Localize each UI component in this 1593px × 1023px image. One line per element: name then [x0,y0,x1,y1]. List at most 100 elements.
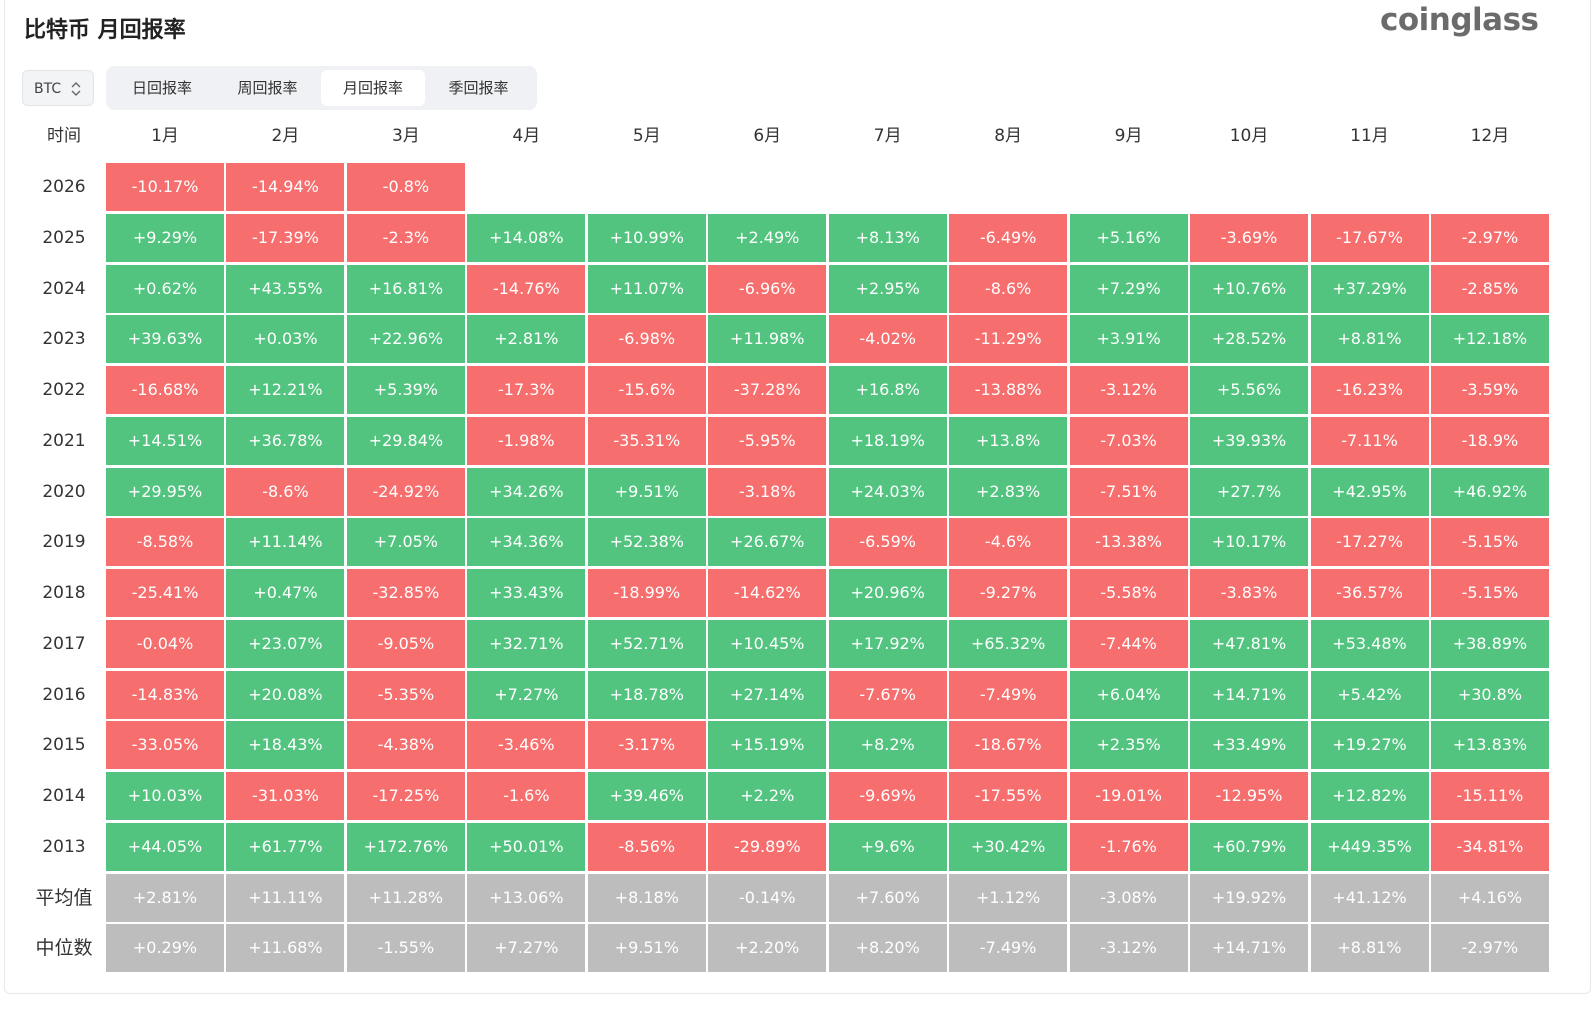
return-cell: +5.16% [1069,213,1188,262]
coin-select[interactable]: BTC [22,70,94,106]
return-cell: +37.29% [1310,264,1429,313]
return-cell: +7.29% [1069,264,1188,313]
column-header: 12月 [1470,126,1510,146]
return-cell: +2.81% [467,315,586,364]
year-label: 2024 [42,278,86,299]
return-cell: +2.95% [828,264,947,313]
summary-cell: -2.97% [1430,924,1549,973]
return-cell: -29.89% [708,822,827,871]
return-cell: +12.82% [1310,772,1429,820]
year-label: 2022 [42,380,86,400]
return-cell: +11.98% [708,315,827,364]
return-cell: -17.3% [467,366,586,414]
column-header: 8月 [994,126,1023,146]
return-cell: -32.85% [346,569,465,617]
year-label: 2015 [42,735,86,756]
year-label: 2020 [42,481,86,502]
return-cell: -7.51% [1069,467,1188,516]
column-header: 11月 [1350,126,1389,146]
summary-cell: +8.81% [1310,924,1429,973]
column-header: 2月 [271,126,300,146]
return-cell: +5.56% [1190,366,1309,414]
return-cell: +34.26% [467,467,586,516]
summary-cell: +2.81% [106,873,224,922]
return-cell: +13.8% [949,416,1068,465]
summary-cell: +1.12% [949,873,1068,922]
return-cell: +29.95% [106,467,224,516]
summary-cell: +13.06% [467,873,586,922]
return-cell: +22.96% [346,315,465,364]
return-cell: +0.62% [106,264,224,313]
return-cell: +61.77% [226,822,345,871]
return-cell: -4.38% [346,721,465,770]
return-cell: -15.11% [1430,772,1549,820]
return-cell: +39.93% [1190,416,1309,465]
return-cell: +44.05% [106,822,224,871]
tab[interactable]: 季回报率 [448,79,509,97]
return-cell: -25.41% [106,569,224,617]
return-cell: -7.11% [1310,416,1429,465]
return-cell: +10.99% [587,213,706,262]
return-cell: -18.99% [587,569,706,617]
return-cell: +53.48% [1310,619,1429,668]
return-cell: +10.45% [708,619,827,668]
card [4,0,1591,994]
return-cell: -8.6% [226,467,345,516]
return-cell: +43.55% [226,264,345,313]
return-cell: -3.17% [587,721,706,770]
return-cell: -5.35% [346,670,465,719]
return-cell: +14.08% [467,213,586,262]
summary-cell: +11.28% [346,873,465,922]
tab-bar: 日回报率 周回报率 月回报率 季回报率 [106,66,537,110]
tab[interactable]: 周回报率 [237,79,298,97]
return-cell: +28.52% [1190,315,1309,364]
summary-cell: +8.20% [828,924,947,973]
summary-cell: +41.12% [1310,873,1429,922]
return-cell: -8.56% [587,822,706,871]
year-label: 2018 [42,583,86,603]
return-cell: +11.14% [226,518,345,567]
return-cell: +449.35% [1310,822,1429,871]
return-cell: -17.39% [226,213,345,262]
return-cell: +15.19% [708,721,827,770]
summary-cell: +0.29% [106,924,224,973]
summary-cell: +14.71% [1190,924,1309,973]
return-cell: +2.35% [1069,721,1188,770]
return-cell: +32.71% [467,619,586,668]
return-cell: -19.01% [1069,772,1188,820]
summary-cell: -3.12% [1069,924,1188,973]
return-cell: -12.95% [1190,772,1309,820]
return-cell: +172.76% [346,822,465,871]
summary-cell: +8.18% [587,873,706,922]
return-cell: -33.05% [106,721,224,770]
brand-logo: coinglass [1380,2,1539,38]
return-cell: -0.04% [106,619,224,668]
return-cell: +26.67% [708,518,827,567]
return-cell: +46.92% [1430,467,1549,516]
return-cell: -14.83% [106,670,224,719]
column-header: 9月 [1114,126,1143,146]
return-cell: -10.17% [106,163,224,211]
return-cell: -5.58% [1069,569,1188,617]
column-header: 1月 [151,126,179,146]
tab[interactable]: 日回报率 [131,79,192,97]
column-header: 3月 [391,126,420,146]
return-cell: -15.6% [587,366,706,414]
return-cell: +65.32% [949,619,1068,668]
return-cell: -13.88% [949,366,1068,414]
select-arrows [71,82,81,96]
column-header: 5月 [632,126,661,146]
summary-cell: -1.55% [346,924,465,973]
tab[interactable]: 月回报率 [321,70,425,106]
return-cell: +27.14% [708,670,827,719]
year-label: 2026 [42,177,86,197]
return-cell: +17.92% [828,619,947,668]
return-cell: +20.96% [828,569,947,617]
return-cell: +8.81% [1310,315,1429,364]
return-cell: +23.07% [226,619,345,668]
column-header: 10月 [1229,126,1269,146]
return-cell: +8.2% [828,721,947,770]
return-cell: -6.59% [828,518,947,567]
coin-label: BTC [34,81,62,97]
return-cell: +10.03% [106,772,224,820]
